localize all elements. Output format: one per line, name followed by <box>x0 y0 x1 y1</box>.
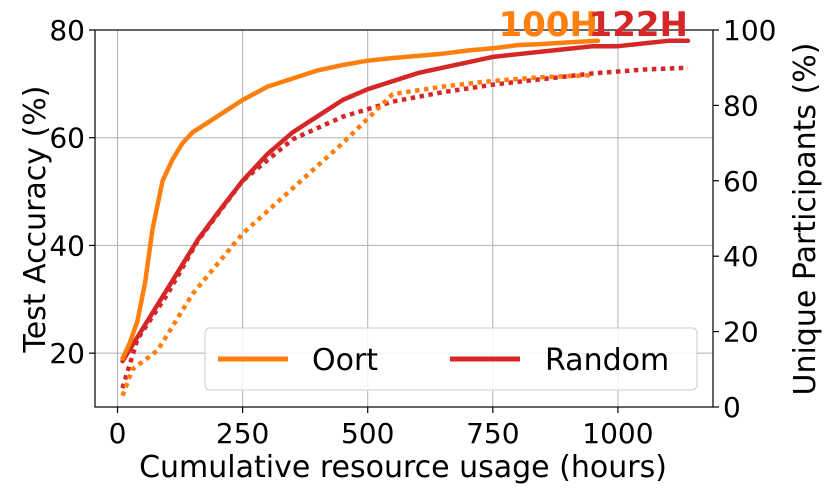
legend-label-random: Random <box>545 343 669 378</box>
legend-label-oort: Oort <box>312 343 378 378</box>
y2-tick-label: 20 <box>723 316 759 349</box>
x-tick-label: 750 <box>466 417 519 450</box>
y-axis-title: Test Accuracy (%) <box>18 85 53 353</box>
x-tick-label: 1000 <box>582 417 653 450</box>
y-tick-label: 40 <box>49 229 85 262</box>
series-line-oort <box>120 38 601 361</box>
y-tick-label: 20 <box>49 337 85 370</box>
annotation-label: 100H <box>498 5 597 45</box>
annotation-label: 122H <box>589 5 688 45</box>
x-tick-label: 0 <box>109 417 127 450</box>
y-tick-label: 80 <box>49 14 85 47</box>
series-line-random <box>120 38 691 364</box>
ticks: 0 250 500 750 1000 20 40 60 80 0 20 40 60 80 100 <box>49 14 776 450</box>
y-tick-label: 60 <box>49 122 85 155</box>
series-line-oort-participants <box>120 72 593 397</box>
series-line-random-participants <box>120 65 689 389</box>
legend: Oort Random <box>204 327 698 391</box>
y2-tick-label: 40 <box>723 240 759 273</box>
x-tick-label: 500 <box>341 417 394 450</box>
y2-tick-label: 0 <box>723 391 741 424</box>
series-layer <box>120 38 691 397</box>
y2-tick-label: 100 <box>723 14 776 47</box>
y2-tick-label: 60 <box>723 165 759 198</box>
x-axis-title: Cumulative resource usage (hours) <box>139 450 667 485</box>
plot-frame <box>94 29 714 408</box>
x-tick-label: 250 <box>216 417 269 450</box>
y2-axis-title: Unique Participants (%) <box>788 42 823 395</box>
y2-tick-label: 80 <box>723 89 759 122</box>
